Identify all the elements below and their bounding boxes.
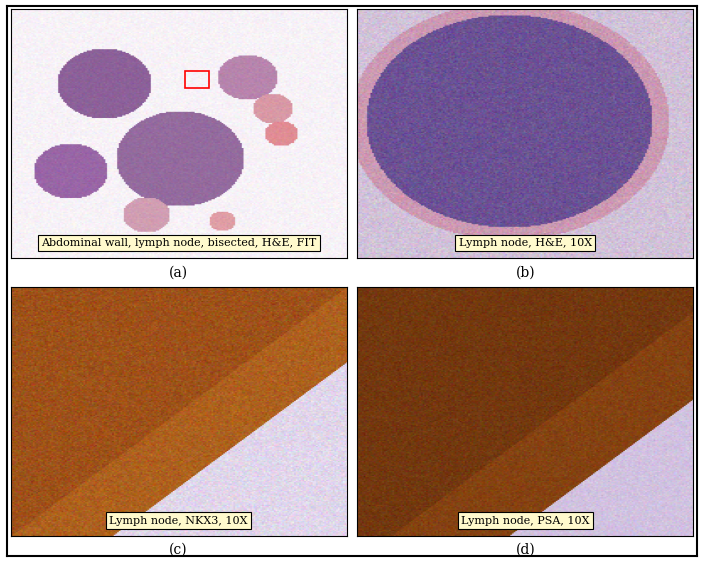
Text: (d): (d) (515, 543, 535, 557)
Text: Lymph node, H&E, 10X: Lymph node, H&E, 10X (459, 238, 592, 248)
Text: (c): (c) (170, 543, 188, 557)
Text: Lymph node, NKX3, 10X: Lymph node, NKX3, 10X (109, 516, 248, 526)
Text: Abdominal wall, lymph node, bisected, H&E, FIT: Abdominal wall, lymph node, bisected, H&… (41, 238, 316, 248)
Text: (a): (a) (169, 265, 188, 279)
Text: (b): (b) (515, 265, 535, 279)
Bar (185, 71, 209, 88)
Text: Lymph node, PSA, 10X: Lymph node, PSA, 10X (461, 516, 590, 526)
